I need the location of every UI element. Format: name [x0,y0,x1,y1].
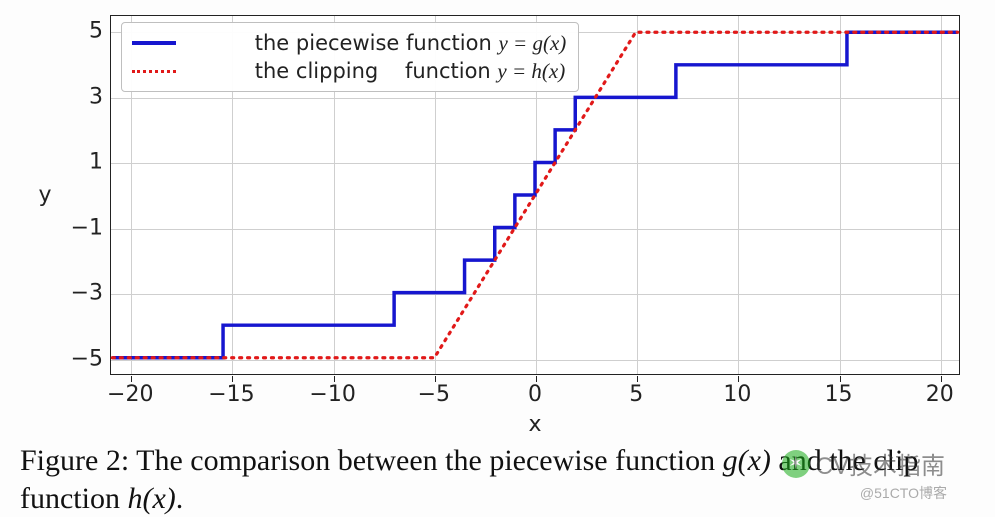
caption-label: Figure 2: [20,444,129,477]
caption-text-3: . [176,482,184,515]
watermark-wechat: ✶ CV技术指南 [782,446,945,481]
legend-label-hx: the clipping function y = h(x) [188,35,565,108]
x-tick-label: 15 [825,382,853,407]
y-tick-label: 3 [89,84,103,109]
legend: the piecewise function y = g(x) the clip… [121,22,579,92]
watermark-text: CV技术指南 [816,446,945,481]
y-tick-label: 1 [89,150,103,175]
caption-text-1: The comparison between the piecewise fun… [129,444,722,477]
x-tick-label: −20 [107,382,153,407]
legend-swatch-hx [132,61,176,81]
y-tick-label: 5 [89,19,103,44]
watermark-blog: @51CTO博客 [860,483,947,503]
x-tick-label: 5 [629,382,643,407]
y-axis-label: y [38,183,51,208]
x-axis-label: x [528,412,541,437]
x-tick-label: 20 [926,382,954,407]
figure-container: the piecewise function y = g(x) the clip… [10,10,985,505]
y-tick-label: −1 [71,215,103,240]
x-tick-label: −5 [418,382,450,407]
x-tick-label: 0 [528,382,542,407]
x-tick-label: 10 [723,382,751,407]
x-tick-label: −10 [309,382,355,407]
y-tick-label: −5 [71,346,103,371]
y-tick-label: −3 [71,281,103,306]
caption-math-gx: g(x) [723,444,771,477]
x-tick-label: −15 [208,382,254,407]
caption-math-hx: h(x) [127,482,175,515]
wechat-icon: ✶ [782,450,810,478]
legend-swatch-gx [132,33,176,53]
plot-area: the piecewise function y = g(x) the clip… [110,15,960,375]
legend-item-hx: the clipping function y = h(x) [132,57,566,85]
